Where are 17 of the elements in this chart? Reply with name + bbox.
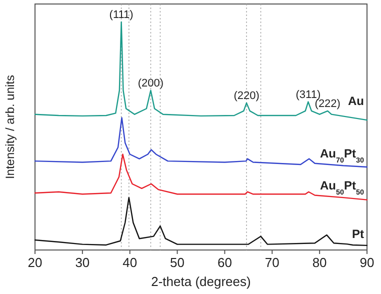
x-tick-label: 60 bbox=[217, 255, 232, 270]
y-axis-title: Intensity / arb. units bbox=[3, 74, 17, 180]
series-label: Pt bbox=[352, 227, 364, 242]
annotation: (200) bbox=[138, 77, 164, 90]
x-tick-label: 20 bbox=[28, 255, 42, 270]
x-tick-label: 80 bbox=[312, 255, 327, 270]
x-tick-label: 50 bbox=[170, 255, 185, 270]
x-tick-label: 70 bbox=[264, 255, 280, 270]
series-label: Au$_{50}$Pt$_{50}$ bbox=[320, 178, 364, 196]
series-label: Au$_{70}$Pt$_{30}$ bbox=[320, 146, 364, 164]
series-label: Au bbox=[348, 94, 364, 108]
x-axis-title: 2-theta (degrees) bbox=[151, 274, 251, 289]
x-tick-label: 40 bbox=[122, 255, 138, 270]
annotation: (220) bbox=[234, 90, 260, 102]
annotation: (111) bbox=[109, 9, 134, 21]
x-tick-label: 30 bbox=[75, 255, 90, 270]
x-tick-label: 90 bbox=[360, 255, 374, 270]
